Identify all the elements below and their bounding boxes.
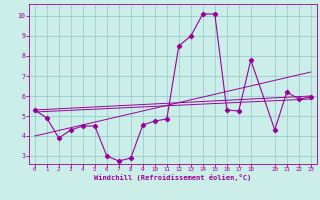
X-axis label: Windchill (Refroidissement éolien,°C): Windchill (Refroidissement éolien,°C)	[94, 174, 252, 181]
